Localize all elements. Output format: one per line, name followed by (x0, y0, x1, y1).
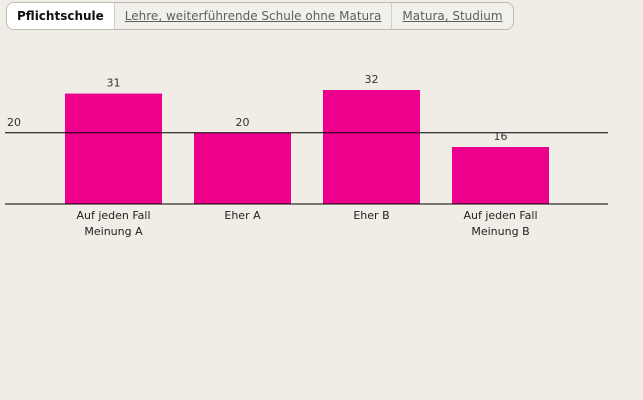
category-label: Eher A (224, 209, 261, 222)
bar (194, 132, 291, 204)
bar (65, 93, 162, 204)
category-label: Auf jeden Fall (463, 209, 537, 222)
tab-pflichtschule[interactable]: Pflichtschule (7, 3, 114, 29)
data-label: 32 (365, 73, 379, 86)
data-label: 20 (236, 116, 250, 129)
tab-lehre[interactable]: Lehre, weiterführende Schule ohne Matura (113, 3, 392, 29)
category-label: Meinung A (84, 225, 143, 238)
data-label: 16 (494, 130, 508, 143)
data-label: 31 (107, 77, 121, 90)
tab-bar: Pflichtschule Lehre, weiterführende Schu… (6, 2, 514, 30)
bar (452, 147, 549, 204)
tab-matura-studium[interactable]: Matura, Studium (391, 3, 512, 29)
category-label: Eher B (353, 209, 389, 222)
category-label: Meinung B (471, 225, 529, 238)
bar (323, 90, 420, 204)
reference-line-label: 20 (7, 116, 21, 129)
category-label: Auf jeden Fall (76, 209, 150, 222)
